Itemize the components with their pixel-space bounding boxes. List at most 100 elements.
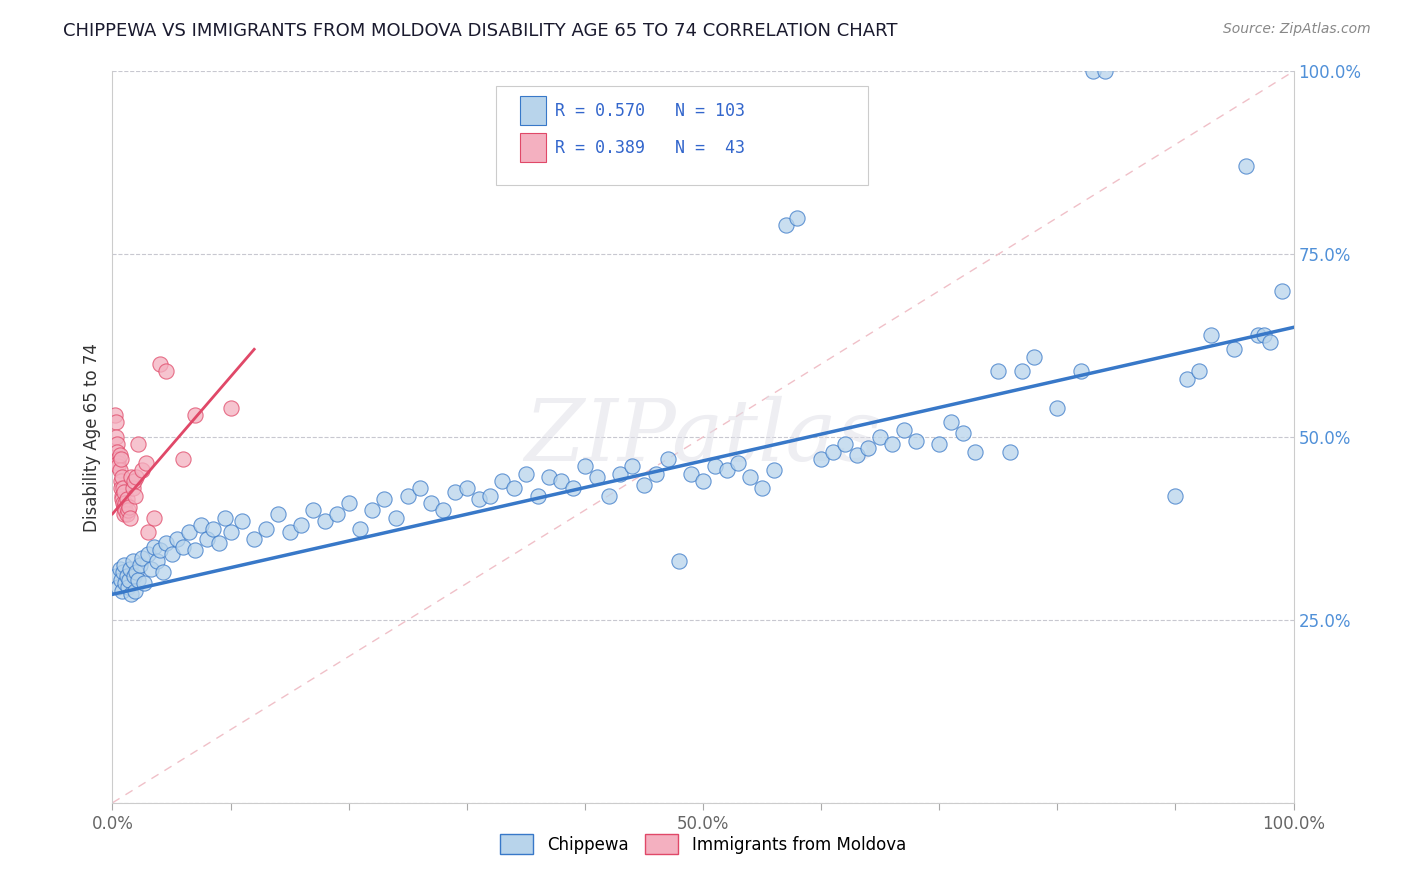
Point (219, 525, 242, 540)
Point (609, 467, 631, 481)
Point (396, 489, 419, 503)
Point (149, 543, 172, 558)
Point (479, 489, 502, 503)
Point (160, 547, 183, 561)
Point (574, 459, 596, 474)
Point (302, 503, 325, 517)
Point (751, 481, 773, 495)
Point (135, 456, 157, 470)
Point (107, 459, 129, 474)
Point (987, 364, 1010, 378)
Point (373, 492, 395, 507)
Point (179, 525, 201, 540)
Point (127, 437, 149, 451)
Point (503, 481, 526, 495)
Point (1247, 327, 1270, 342)
Point (633, 477, 655, 491)
Legend: Chippewa, Immigrants from Moldova: Chippewa, Immigrants from Moldova (494, 828, 912, 860)
Point (314, 514, 336, 528)
Point (108, 562, 131, 576)
Point (385, 510, 408, 524)
Point (834, 437, 856, 451)
Point (111, 489, 134, 503)
Point (444, 485, 467, 500)
Point (114, 503, 136, 517)
Point (111, 492, 134, 507)
Point (110, 481, 132, 495)
Point (550, 474, 572, 488)
Point (117, 503, 139, 517)
Point (172, 452, 194, 467)
Bar (520, 96, 546, 125)
Point (136, 525, 159, 540)
Point (326, 507, 349, 521)
Point (108, 448, 131, 462)
Text: CHIPPEWA VS IMMIGRANTS FROM MOLDOVA DISABILITY AGE 65 TO 74 CORRELATION CHART: CHIPPEWA VS IMMIGRANTS FROM MOLDOVA DISA… (63, 22, 898, 40)
Point (125, 470, 148, 484)
Point (114, 576, 136, 591)
Point (120, 587, 142, 601)
Point (105, 444, 128, 458)
Point (716, 463, 738, 477)
Point (120, 510, 142, 524)
Point (1258, 334, 1281, 349)
Point (112, 558, 135, 573)
Point (134, 576, 156, 591)
Point (195, 533, 218, 547)
Point (219, 401, 242, 415)
Point (107, 580, 129, 594)
Point (1094, 64, 1116, 78)
Point (118, 573, 141, 587)
Point (845, 448, 868, 462)
Point (1223, 343, 1246, 357)
Point (1234, 160, 1257, 174)
Point (515, 467, 537, 481)
Text: R = 0.570   N = 103: R = 0.570 N = 103 (555, 102, 745, 120)
Point (201, 521, 224, 535)
Point (112, 485, 135, 500)
Point (122, 569, 145, 583)
Point (681, 467, 703, 481)
Point (146, 554, 169, 568)
Point (998, 444, 1021, 458)
Point (208, 536, 231, 550)
Point (740, 470, 762, 484)
Point (290, 517, 312, 532)
Point (1164, 489, 1187, 503)
FancyBboxPatch shape (496, 86, 869, 185)
Point (166, 533, 188, 547)
Point (124, 489, 146, 503)
Point (128, 558, 150, 573)
Point (1022, 350, 1045, 364)
Point (1011, 364, 1033, 378)
Text: ZIPatlas: ZIPatlas (524, 396, 882, 478)
Point (105, 430, 128, 444)
Point (893, 423, 915, 437)
Point (110, 452, 132, 467)
Point (141, 562, 163, 576)
Point (267, 507, 290, 521)
Point (243, 533, 266, 547)
Point (184, 408, 207, 422)
Point (621, 459, 644, 474)
Point (118, 500, 141, 514)
Text: Source: ZipAtlas.com: Source: ZipAtlas.com (1223, 22, 1371, 37)
Point (420, 496, 443, 510)
Point (172, 540, 194, 554)
Point (115, 569, 138, 583)
Point (952, 426, 974, 441)
Point (585, 470, 607, 484)
Point (657, 452, 679, 467)
Point (821, 444, 844, 458)
Point (131, 463, 153, 477)
Point (349, 521, 371, 535)
Point (115, 507, 138, 521)
Point (112, 507, 135, 521)
Point (278, 525, 301, 540)
Point (105, 416, 128, 430)
Point (231, 514, 253, 528)
Point (775, 218, 797, 232)
Point (1199, 327, 1222, 342)
Point (112, 566, 135, 580)
Point (254, 521, 277, 535)
